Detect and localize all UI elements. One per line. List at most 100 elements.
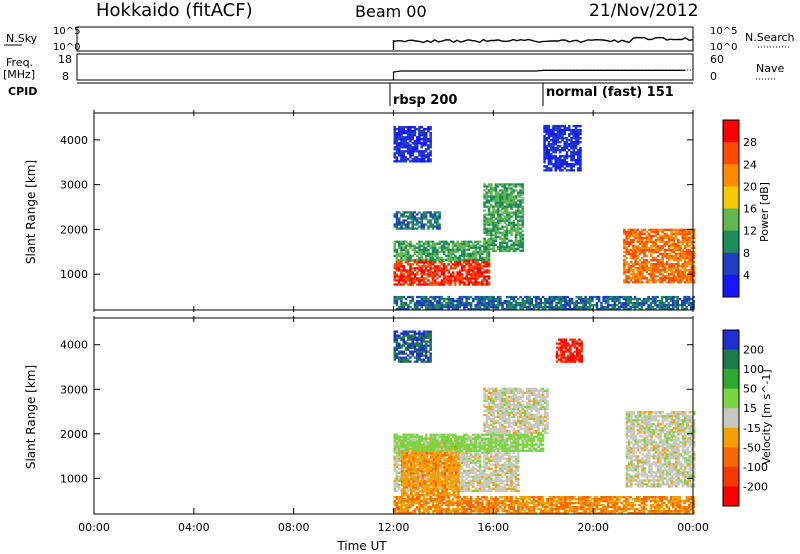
cell [632, 244, 635, 248]
cell [438, 242, 441, 245]
cell [445, 454, 449, 457]
cell [409, 254, 412, 257]
cell [409, 144, 412, 147]
cell [643, 232, 646, 236]
cell [447, 281, 450, 284]
cell [505, 245, 509, 249]
cell [478, 453, 482, 456]
cell [433, 242, 437, 245]
cell [413, 489, 417, 492]
cell [454, 304, 457, 307]
cell [416, 267, 419, 270]
cell [499, 213, 502, 216]
cell [467, 485, 471, 488]
cell [561, 155, 564, 158]
cell [401, 452, 404, 455]
cell [501, 203, 504, 206]
cell [449, 273, 453, 276]
cell [514, 457, 518, 460]
cell [668, 254, 671, 258]
cell [424, 295, 428, 299]
cell [508, 231, 511, 234]
cell [429, 223, 432, 226]
cell [440, 256, 444, 259]
cell [443, 490, 447, 493]
cell [463, 475, 466, 478]
cell [469, 265, 473, 268]
cell [454, 263, 457, 266]
cell [448, 470, 451, 473]
cell [505, 469, 509, 472]
cell [401, 478, 404, 481]
cell [510, 487, 513, 490]
cell [501, 467, 504, 470]
cell [407, 242, 410, 245]
cell [690, 259, 693, 262]
cell [467, 271, 471, 274]
cell [447, 449, 450, 452]
cell [645, 281, 649, 284]
cell [517, 215, 520, 218]
cell [530, 301, 533, 305]
cell [508, 301, 511, 305]
cell [487, 457, 491, 460]
cell [483, 256, 486, 259]
cell [550, 145, 553, 148]
cell [433, 246, 437, 249]
cell [521, 239, 524, 242]
cell [627, 234, 631, 238]
cell [499, 241, 502, 244]
cell [586, 308, 590, 311]
cell [641, 273, 644, 276]
cell [677, 242, 680, 246]
cell [422, 250, 426, 253]
cell [430, 480, 433, 483]
cell [416, 227, 419, 230]
cell [407, 252, 410, 255]
cell [570, 130, 573, 134]
colorbar-swatch [723, 164, 739, 187]
cell [476, 261, 480, 264]
cell [487, 249, 491, 253]
cell [519, 195, 522, 198]
cell [526, 299, 529, 303]
cell [485, 467, 489, 470]
cell [571, 297, 574, 301]
cell [401, 456, 404, 459]
cell [510, 297, 513, 301]
cell [420, 130, 423, 133]
cell [652, 240, 655, 244]
cell [407, 227, 410, 230]
cell [510, 195, 513, 198]
cell [501, 249, 504, 253]
cell [409, 279, 412, 282]
cell [465, 248, 468, 251]
cell [422, 227, 426, 230]
cell [460, 250, 464, 253]
cell [508, 306, 511, 309]
cell [416, 263, 419, 266]
cell [641, 281, 644, 284]
cell [474, 304, 477, 307]
cell [595, 301, 599, 305]
cell [393, 244, 396, 247]
cell [503, 451, 507, 454]
cell [407, 295, 410, 299]
cell [460, 252, 464, 255]
cell [483, 223, 486, 226]
cell [584, 306, 587, 309]
cell [681, 301, 684, 305]
cell [458, 457, 462, 460]
cell [677, 261, 680, 264]
cell [528, 306, 531, 309]
cell [440, 301, 444, 305]
cell [487, 239, 491, 242]
cell [670, 228, 673, 231]
cell [469, 256, 473, 259]
cell [478, 244, 482, 247]
cell [510, 233, 513, 236]
cell [400, 140, 403, 143]
cell [393, 225, 396, 228]
cell [606, 301, 610, 305]
cell [656, 271, 660, 274]
